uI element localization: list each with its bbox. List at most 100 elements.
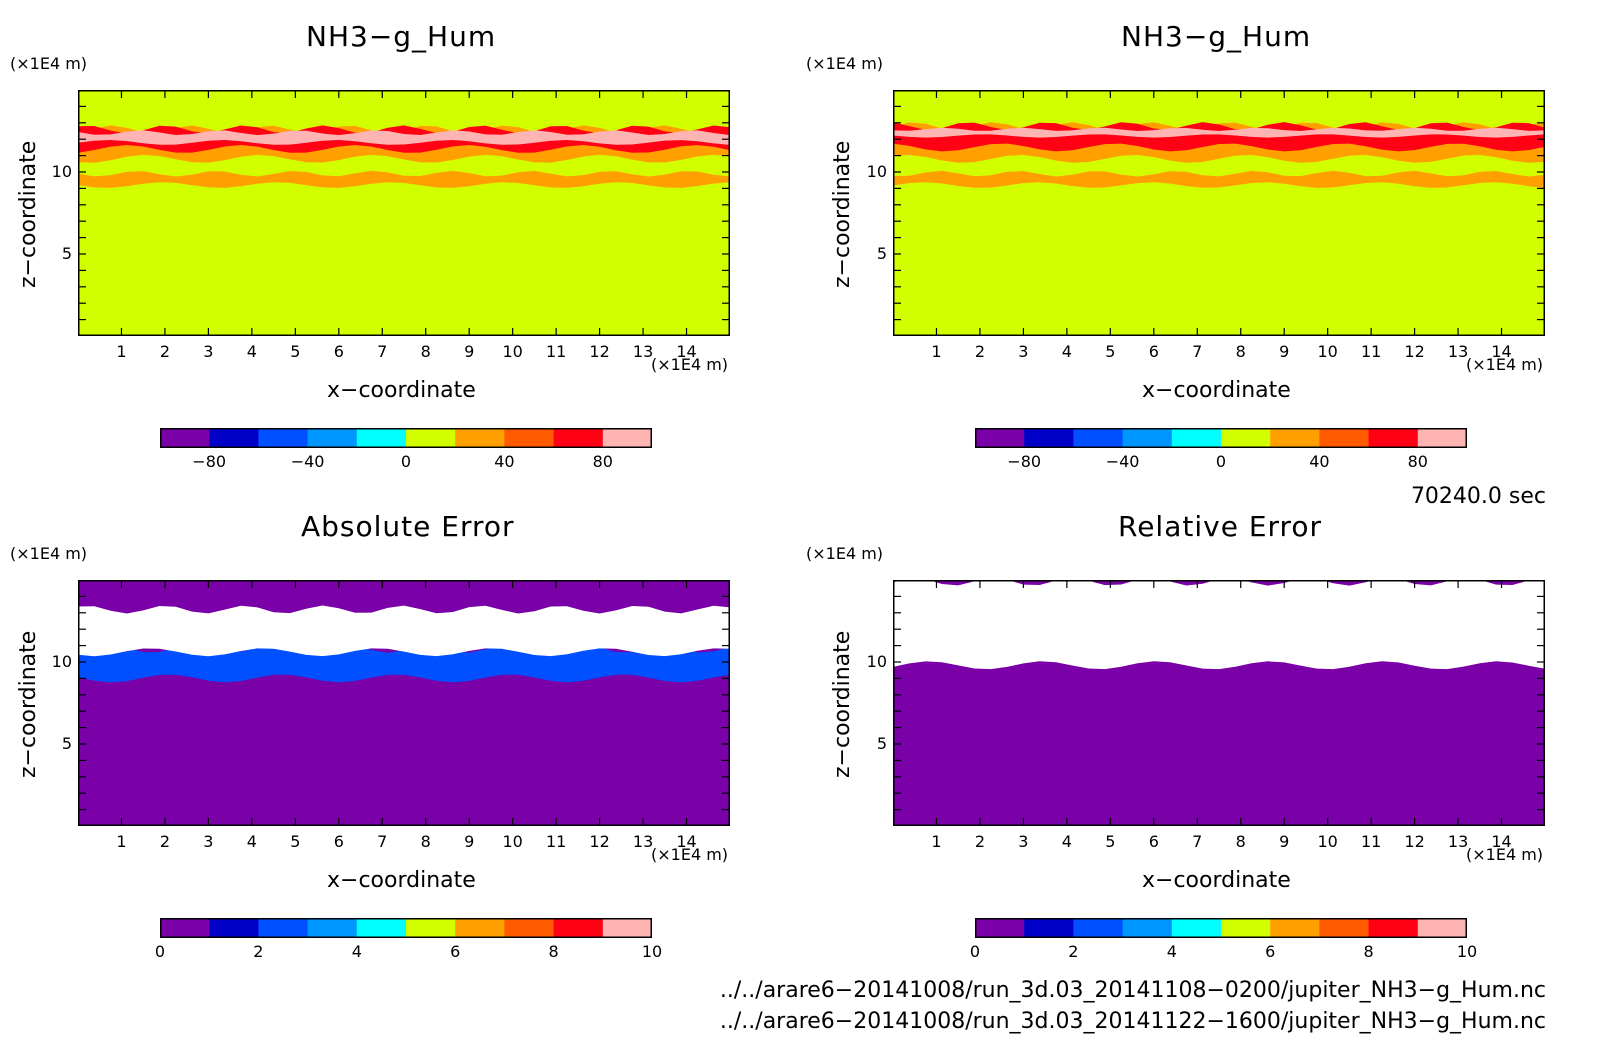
x-tick-label: 13 <box>632 832 654 851</box>
colorbar-tick-label: 40 <box>494 452 515 471</box>
x-tick-label: 11 <box>545 342 567 361</box>
x-tick-label: 7 <box>1192 832 1203 851</box>
colorbar-segment <box>1270 428 1320 448</box>
x-tick-label: 3 <box>203 832 214 851</box>
plot-frame <box>78 580 730 826</box>
x-tick-label: 3 <box>203 342 214 361</box>
contour-band <box>893 127 1545 138</box>
colorbar-segment <box>975 918 1025 938</box>
colorbar-tick-label: 10 <box>641 942 663 961</box>
colorbar-segment <box>160 918 210 938</box>
colorbar-segment <box>553 918 604 938</box>
x-unit-label: (×1E4 m) <box>1466 355 1544 374</box>
colorbar-segment <box>1270 918 1320 938</box>
colorbar-segment <box>356 918 407 938</box>
x-tick-label: 2 <box>974 342 986 361</box>
x-tick-label: 5 <box>290 832 301 851</box>
x-tick-label: 10 <box>502 832 523 851</box>
y-unit-label: (×1E4 m) <box>10 54 88 73</box>
x-tick-label: 12 <box>589 832 610 851</box>
contour-band <box>893 170 1545 188</box>
x-tick-label: 11 <box>1360 832 1382 851</box>
x-tick-label: 13 <box>632 342 654 361</box>
colorbar <box>160 918 652 938</box>
colorbar-segment <box>1368 918 1419 938</box>
colorbar-segment <box>1221 428 1271 448</box>
colorbar-segment <box>1122 428 1173 448</box>
colorbar-segment <box>455 918 505 938</box>
x-tick-label: 1 <box>931 832 942 851</box>
y-tick-label: 10 <box>866 162 887 181</box>
plot-frame <box>78 90 730 336</box>
x-tick-label: 10 <box>1317 832 1338 851</box>
colorbar-segment <box>160 428 210 448</box>
file-path-1: ../../arare6−20141008/run_3d.03_20141108… <box>719 978 1546 1003</box>
colorbar-segment <box>455 428 505 448</box>
colorbar-segment <box>1073 918 1124 938</box>
contour-plot <box>78 580 730 826</box>
colorbar-segment <box>975 428 1025 448</box>
x-tick-label: 6 <box>333 342 344 361</box>
colorbar-segment <box>1368 428 1419 448</box>
colorbar <box>975 428 1467 448</box>
x-tick-label: 1 <box>116 832 127 851</box>
colorbar-segment <box>1122 918 1173 938</box>
colorbar-segment <box>356 428 407 448</box>
y-axis-label: z−coordinate <box>830 140 855 288</box>
y-tick-label: 10 <box>51 162 72 181</box>
x-tick-label: 9 <box>464 342 475 361</box>
y-tick-label: 5 <box>61 244 72 263</box>
colorbar-tick-label: 0 <box>1215 452 1227 471</box>
x-tick-label: 10 <box>1317 342 1338 361</box>
y-unit-label: (×1E4 m) <box>10 544 88 563</box>
x-tick-label: 4 <box>246 832 257 851</box>
x-tick-label: 5 <box>1105 342 1116 361</box>
x-tick-label: 7 <box>377 832 388 851</box>
panel-title: Relative Error <box>1118 510 1323 543</box>
colorbar-segment <box>406 428 456 448</box>
colorbar-tick-label: 4 <box>1166 942 1177 961</box>
x-tick-label: 4 <box>1061 832 1072 851</box>
colorbar-segment <box>602 918 652 938</box>
x-tick-label: 14 <box>1491 342 1512 361</box>
x-tick-label: 4 <box>246 342 257 361</box>
colorbar-tick-label: 8 <box>1363 942 1374 961</box>
file-path-2: ../../arare6−20141008/run_3d.03_20141122… <box>719 1009 1546 1034</box>
plot-frame <box>893 580 1545 826</box>
x-tick-label: 8 <box>420 342 431 361</box>
x-axis-label: x−coordinate <box>327 378 476 403</box>
x-unit-label: (×1E4 m) <box>651 845 729 864</box>
colorbar-tick-label: 0 <box>400 452 412 471</box>
colorbar-segment <box>1417 918 1467 938</box>
y-tick-label: 10 <box>866 652 887 671</box>
panel-title: Absolute Error <box>301 510 515 543</box>
colorbar-segment <box>209 428 259 448</box>
colorbar-tick-label: 10 <box>1456 942 1478 961</box>
contour-band <box>78 605 730 657</box>
x-tick-label: 13 <box>1447 342 1469 361</box>
x-axis-label: x−coordinate <box>1142 868 1291 893</box>
x-axis-label: x−coordinate <box>327 868 476 893</box>
x-unit-label: (×1E4 m) <box>651 355 729 374</box>
x-tick-label: 4 <box>1061 342 1072 361</box>
colorbar-tick-label: 8 <box>548 942 559 961</box>
colorbar-tick-label: 80 <box>592 452 613 471</box>
x-tick-label: 7 <box>1192 342 1203 361</box>
colorbar-segment <box>504 918 555 938</box>
x-unit-label: (×1E4 m) <box>1466 845 1544 864</box>
colorbar-tick-label: 6 <box>1265 942 1276 961</box>
x-tick-label: 2 <box>159 832 171 851</box>
x-tick-label: 12 <box>1404 832 1425 851</box>
x-tick-label: 8 <box>420 832 431 851</box>
y-unit-label: (×1E4 m) <box>806 54 884 73</box>
x-axis-label: x−coordinate <box>1142 378 1291 403</box>
colorbar-segment <box>1171 428 1222 448</box>
y-tick-label: 10 <box>51 652 72 671</box>
colorbar-tick-label: 40 <box>1309 452 1330 471</box>
colorbar-segment <box>1319 918 1370 938</box>
x-tick-label: 3 <box>1018 832 1029 851</box>
contour-band <box>893 122 1545 152</box>
contour-band <box>893 580 1545 670</box>
colorbar-segment <box>307 918 358 938</box>
colorbar-frame <box>975 918 1467 938</box>
